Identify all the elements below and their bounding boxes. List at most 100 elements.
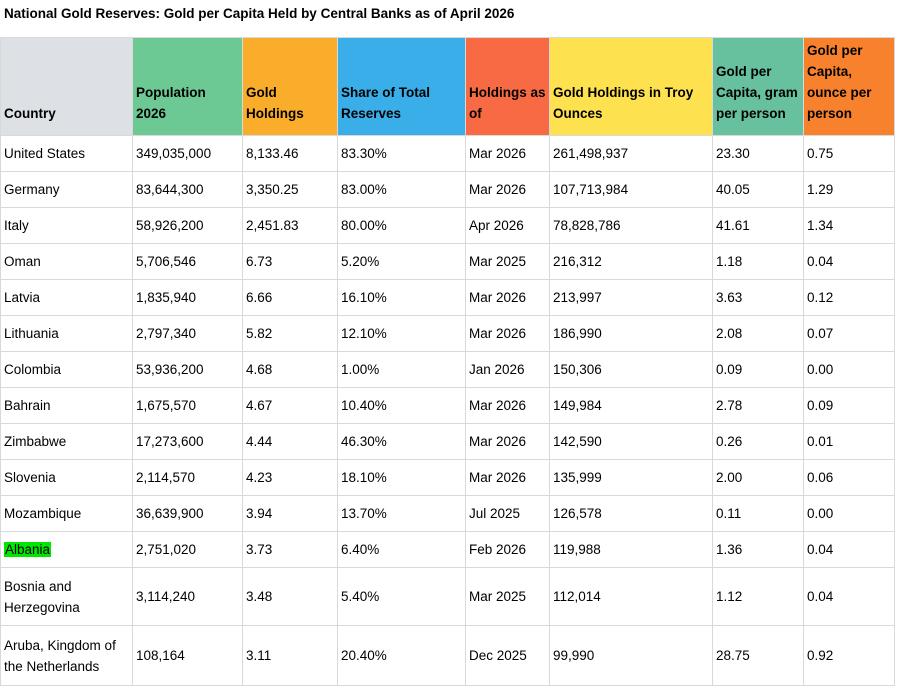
country-cell: Germany [0, 171, 133, 208]
table-cell: 5.40% [337, 567, 466, 626]
table-cell: Dec 2025 [465, 625, 550, 686]
table-row: Slovenia 2,114,570 4.23 18.10% Mar 2026 135,9… [0, 459, 895, 496]
table-row: Colombia 53,936,200 4.68 1.00% Jan 2026 150,3… [0, 351, 895, 388]
country-cell: Italy [0, 207, 133, 244]
table-cell: 83.00% [337, 171, 466, 208]
table-cell: 349,035,000 [132, 135, 243, 172]
table-cell: 186,990 [549, 315, 713, 352]
table-row: Lithuania 2,797,340 5.82 12.10% Mar 2026 186,… [0, 315, 895, 352]
table-cell: 4.68 [242, 351, 338, 388]
table-cell: 3.94 [242, 495, 338, 532]
country-cell: United States [0, 135, 133, 172]
table-cell: 1.00% [337, 351, 466, 388]
table-cell: 2.08 [712, 315, 804, 352]
country-cell: Zimbabwe [0, 423, 133, 460]
table-cell: 108,164 [132, 625, 243, 686]
header-gold-per-capita-ounce: Gold per Capita, ounce per person [803, 37, 895, 136]
table-cell: 5.82 [242, 315, 338, 352]
table-cell: 0.01 [803, 423, 895, 460]
table-cell: 3.48 [242, 567, 338, 626]
table-cell: Mar 2026 [465, 423, 550, 460]
table-cell: 2.00 [712, 459, 804, 496]
table-cell: 216,312 [549, 243, 713, 280]
country-cell: Bosnia and Herzegovina [0, 567, 133, 626]
table-cell: 2,751,020 [132, 531, 243, 568]
table-cell: 2,451.83 [242, 207, 338, 244]
table-cell: 78,828,786 [549, 207, 713, 244]
table-cell: Mar 2025 [465, 567, 550, 626]
table-cell: 261,498,937 [549, 135, 713, 172]
table-row: Italy 58,926,200 2,451.83 80.00% Apr 2026 78,… [0, 207, 895, 244]
table-cell: 16.10% [337, 279, 466, 316]
table-cell: 0.26 [712, 423, 804, 460]
table-row: Germany 83,644,300 3,350.25 83.00% Mar 2026 1… [0, 171, 895, 208]
header-gold-holdings: Gold Holdings [242, 37, 338, 136]
header-population-2026: Population 2026 [132, 37, 243, 136]
table-row: Aruba, Kingdom of the Netherlands 108,164… [0, 625, 895, 686]
table-cell: 0.12 [803, 279, 895, 316]
country-cell: Latvia [0, 279, 133, 316]
country-cell: Lithuania [0, 315, 133, 352]
header-country: Country [0, 37, 133, 136]
country-cell: Mozambique [0, 495, 133, 532]
header-troy-ounces: Gold Holdings in Troy Ounces [549, 37, 713, 136]
table-cell: 5.20% [337, 243, 466, 280]
table-cell: 58,926,200 [132, 207, 243, 244]
table-cell: 149,984 [549, 387, 713, 424]
table-cell: 6.66 [242, 279, 338, 316]
table-cell: 0.00 [803, 351, 895, 388]
table-cell: 99,990 [549, 625, 713, 686]
table-cell: 0.09 [712, 351, 804, 388]
table-cell: 36,639,900 [132, 495, 243, 532]
table-cell: 0.07 [803, 315, 895, 352]
country-cell: Bahrain [0, 387, 133, 424]
table-cell: 3.63 [712, 279, 804, 316]
country-cell: Oman [0, 243, 133, 280]
table-cell: 0.04 [803, 531, 895, 568]
table-cell: Mar 2026 [465, 279, 550, 316]
table-cell: 0.06 [803, 459, 895, 496]
table-cell: 18.10% [337, 459, 466, 496]
table-cell: 8,133.46 [242, 135, 338, 172]
table-cell: 0.75 [803, 135, 895, 172]
header-gold-per-capita-gram: Gold per Capita, gram per person [712, 37, 804, 136]
table-row: Latvia 1,835,940 6.66 16.10% Mar 2026 213,997… [0, 279, 895, 316]
table-cell: 40.05 [712, 171, 804, 208]
table-cell: 41.61 [712, 207, 804, 244]
table-cell: 2.78 [712, 387, 804, 424]
country-cell: Albania [0, 531, 133, 568]
table-cell: 0.04 [803, 243, 895, 280]
table-cell: Mar 2025 [465, 243, 550, 280]
table-cell: Mar 2026 [465, 315, 550, 352]
table-cell: 4.44 [242, 423, 338, 460]
table-cell: 1.18 [712, 243, 804, 280]
table-cell: 142,590 [549, 423, 713, 460]
country-cell: Aruba, Kingdom of the Netherlands [0, 625, 133, 686]
table-body: United States 349,035,000 8,133.46 83.30% Ma… [0, 135, 895, 686]
table-cell: 10.40% [337, 387, 466, 424]
country-cell: Slovenia [0, 459, 133, 496]
table-cell: Mar 2026 [465, 387, 550, 424]
table-cell: 1.12 [712, 567, 804, 626]
table-cell: 1,675,570 [132, 387, 243, 424]
table-cell: 83.30% [337, 135, 466, 172]
table-cell: 112,014 [549, 567, 713, 626]
table-cell: Feb 2026 [465, 531, 550, 568]
table-cell: Jan 2026 [465, 351, 550, 388]
table-cell: 5,706,546 [132, 243, 243, 280]
table-cell: 135,999 [549, 459, 713, 496]
table-cell: 0.11 [712, 495, 804, 532]
table-cell: Apr 2026 [465, 207, 550, 244]
table-cell: 2,114,570 [132, 459, 243, 496]
table-cell: 83,644,300 [132, 171, 243, 208]
table-cell: 6.40% [337, 531, 466, 568]
table-cell: 53,936,200 [132, 351, 243, 388]
table-cell: 119,988 [549, 531, 713, 568]
table-cell: 28.75 [712, 625, 804, 686]
highlighted-country: Albania [4, 542, 52, 557]
table-cell: 3.73 [242, 531, 338, 568]
table-cell: 12.10% [337, 315, 466, 352]
table-cell: 80.00% [337, 207, 466, 244]
table-cell: 1.36 [712, 531, 804, 568]
table-cell: 1.29 [803, 171, 895, 208]
